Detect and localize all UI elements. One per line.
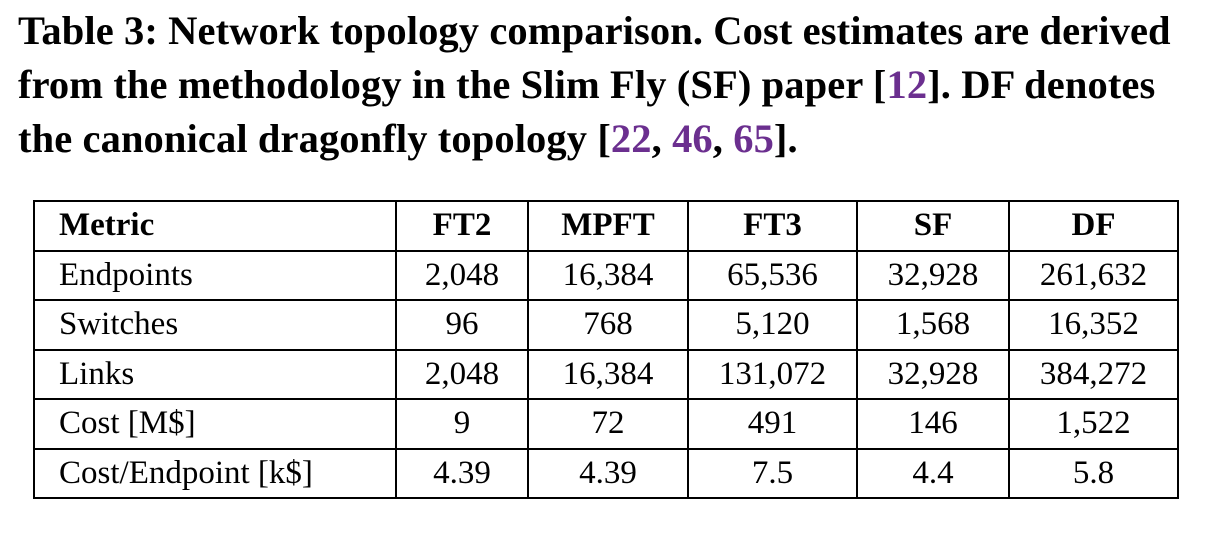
caption-text: ]. <box>773 116 798 161</box>
table-cell: 491 <box>687 398 858 450</box>
row-label: Links <box>33 348 397 400</box>
table-cell: 146 <box>856 398 1010 450</box>
header-cell: FT2 <box>395 200 529 252</box>
citation: 46 <box>672 116 713 161</box>
table-row: Cost [M$] 9 72 491 146 1,522 <box>33 398 1179 450</box>
row-label: Endpoints <box>33 249 397 301</box>
header-cell: MPFT <box>527 200 689 252</box>
header-cell: SF <box>856 200 1010 252</box>
table-cell: 16,384 <box>527 249 689 301</box>
table-cell: 131,072 <box>687 348 858 400</box>
row-label: Cost/Endpoint [k$] <box>33 447 397 499</box>
header-cell: FT3 <box>687 200 858 252</box>
row-label: Cost [M$] <box>33 398 397 450</box>
table-cell: 1,522 <box>1008 398 1179 450</box>
table-cell: 32,928 <box>856 348 1010 400</box>
table-body: Endpoints 2,048 16,384 65,536 32,928 261,632 S… <box>33 249 1179 499</box>
table-cell: 4.39 <box>395 447 529 499</box>
table-row: Endpoints 2,048 16,384 65,536 32,928 261,632 <box>33 249 1179 301</box>
table-cell: 72 <box>527 398 689 450</box>
caption-text: , <box>712 116 734 161</box>
table-cell: 384,272 <box>1008 348 1179 400</box>
table-cell: 2,048 <box>395 249 529 301</box>
table-cell: 7.5 <box>687 447 858 499</box>
header-row: Metric FT2 MPFT FT3 SF DF <box>33 200 1179 252</box>
table-row: Cost/Endpoint [k$] 4.39 4.39 7.5 4.4 5.8 <box>33 447 1179 499</box>
table-cell: 1,568 <box>856 299 1010 351</box>
table-row: Links 2,048 16,384 131,072 32,928 384,272 <box>33 348 1179 400</box>
row-label: Switches <box>33 299 397 351</box>
table-cell: 261,632 <box>1008 249 1179 301</box>
table-cell: 65,536 <box>687 249 858 301</box>
table-cell: 4.39 <box>527 447 689 499</box>
table-cell: 2,048 <box>395 348 529 400</box>
table-cell: 9 <box>395 398 529 450</box>
table-cell: 768 <box>527 299 689 351</box>
table-caption: Table 3: Network topology comparison. Co… <box>18 4 1218 166</box>
citation: 12 <box>886 62 928 107</box>
table-cell: 4.4 <box>856 447 1010 499</box>
table-cell: 96 <box>395 299 529 351</box>
table-cell: 16,352 <box>1008 299 1179 351</box>
caption-text: , <box>651 116 673 161</box>
header-cell: DF <box>1008 200 1179 252</box>
caption-text: ]. DF denotes the canonical dragonfly to… <box>18 62 1156 161</box>
caption-text: Table 3: Network topology comparison. Co… <box>18 8 1171 107</box>
table-cell: 16,384 <box>527 348 689 400</box>
table-cell: 5.8 <box>1008 447 1179 499</box>
table-cell: 5,120 <box>687 299 858 351</box>
header-cell: Metric <box>33 200 397 252</box>
citation: 22 <box>610 116 652 161</box>
table-row: Switches 96 768 5,120 1,568 16,352 <box>33 299 1179 351</box>
citation: 65 <box>733 116 774 161</box>
table: Metric FT2 MPFT FT3 SF DF Endpoints 2,048 16,38… <box>33 200 1179 499</box>
table-cell: 32,928 <box>856 249 1010 301</box>
